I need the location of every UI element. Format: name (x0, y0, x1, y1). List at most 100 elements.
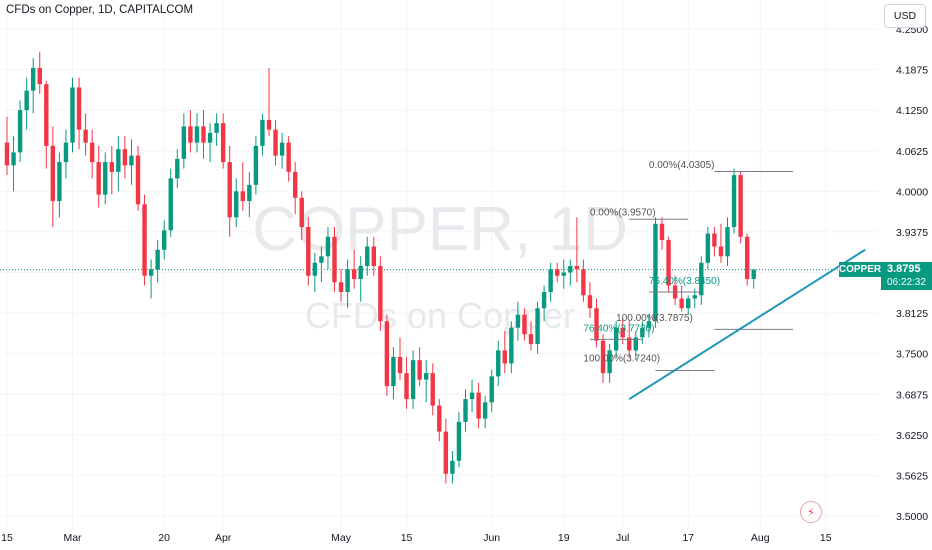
price-tick-label: 3.7500 (896, 349, 928, 361)
time-tick-label: 19 (558, 532, 570, 544)
candle-body (227, 162, 232, 218)
price-tick-label: 4.1250 (896, 105, 928, 117)
time-tick-label: 15 (1, 532, 13, 544)
candle-body (384, 321, 390, 387)
fib-level-label: 100.00%(3.7240) (583, 353, 660, 364)
fibonacci-levels: 0.00%(3.9570) 76.40%(3.8450) 76.40%(3.7720… (583, 160, 793, 372)
candle-body (502, 350, 507, 364)
candle-body (410, 360, 416, 400)
candle-body (214, 123, 219, 133)
symbol-tag: COPPER (838, 262, 882, 277)
candle-body (44, 84, 49, 146)
candle-body (594, 308, 599, 341)
candle-body (70, 87, 75, 143)
candle-body (659, 223, 665, 241)
candle-body (89, 142, 95, 163)
candle-body (522, 314, 527, 335)
trendline[interactable] (628, 248, 866, 400)
candle-body (476, 392, 481, 419)
time-tick-label: Apr (215, 532, 232, 544)
candle-body (312, 262, 318, 276)
candle-body (207, 132, 213, 143)
time-tick-label: Aug (751, 532, 770, 544)
fib-level-label: 100.00%(3.7875) (616, 313, 693, 324)
candle-body (273, 129, 278, 156)
time-tick-label: 17 (682, 532, 694, 544)
fib-level-label: 0.00%(3.9570) (590, 207, 656, 218)
price-tick-label: 3.5625 (896, 470, 928, 482)
candle-body (155, 249, 160, 270)
candle-body (686, 298, 691, 309)
candle-body (712, 233, 717, 247)
candle-body (57, 162, 62, 202)
candle-body (365, 246, 370, 267)
candle-body (738, 175, 743, 237)
candle-body (175, 158, 180, 179)
candle-body (718, 246, 724, 257)
candle-body (109, 162, 114, 172)
candle-body (417, 360, 422, 380)
candle-body (541, 291, 547, 309)
candle-body (116, 149, 121, 172)
time-tick-label: May (331, 532, 352, 544)
candle-body (96, 162, 101, 195)
time-axis[interactable]: 15 Mar 20 Apr May 15 Jun 19 Jul 17 Aug 15 (1, 532, 832, 544)
price-tick-label: 3.5000 (896, 511, 928, 523)
candle-body (76, 87, 82, 130)
candle-body (63, 142, 69, 163)
candle-body (162, 230, 167, 250)
candle-body (627, 337, 632, 351)
price-tick-label: 3.6875 (896, 389, 928, 401)
candle-body (515, 314, 521, 328)
candle-body (129, 155, 134, 166)
candle-body (37, 67, 42, 85)
candle-body (142, 204, 147, 276)
fib-level-label: 76.40%(3.8450) (649, 276, 720, 287)
candle-body (306, 227, 311, 276)
candle-body (653, 223, 658, 322)
time-tick-label: Jun (483, 532, 500, 544)
time-tick-label: 15 (820, 532, 832, 544)
currency-selector[interactable]: USD (884, 4, 926, 28)
candle-body (744, 236, 750, 279)
last-price-value: 3.8795 (887, 263, 921, 275)
candle-body (148, 269, 154, 276)
candle-body (194, 126, 200, 143)
candle-body (751, 269, 756, 279)
candle-body (424, 373, 429, 380)
candle-body (286, 142, 291, 172)
candle-body (319, 256, 324, 263)
candle-body (299, 197, 304, 228)
candle-body (188, 126, 193, 143)
candle-body (561, 272, 566, 276)
candle-body (345, 269, 350, 292)
candle-body (450, 460, 455, 474)
lightning-icon[interactable]: ⚡ (800, 501, 822, 523)
candle-body (371, 246, 376, 267)
watermark-name: CFDs on Copper (305, 295, 575, 336)
candle-body (489, 376, 494, 403)
candle-body (397, 356, 403, 374)
candle-body (351, 269, 357, 279)
candle-body (338, 282, 344, 292)
candle-body (437, 405, 442, 432)
candle-body (692, 295, 697, 299)
candle-body (391, 356, 396, 387)
candle-body (24, 90, 29, 111)
candle-body (646, 321, 652, 328)
candle-body (234, 191, 239, 218)
candle-body (482, 402, 488, 419)
candle-body (430, 373, 435, 406)
candle-body (11, 152, 16, 166)
candle-body (103, 162, 108, 195)
candle-body (705, 233, 711, 263)
trendline-layer (628, 248, 866, 400)
candle-body (581, 269, 586, 296)
time-tick-label: Jul (616, 532, 629, 544)
candle-body (587, 295, 593, 309)
price-tick-label: 3.8125 (896, 308, 928, 320)
candle-body (535, 308, 540, 344)
candle-body (607, 350, 612, 374)
candle-body (181, 126, 187, 159)
